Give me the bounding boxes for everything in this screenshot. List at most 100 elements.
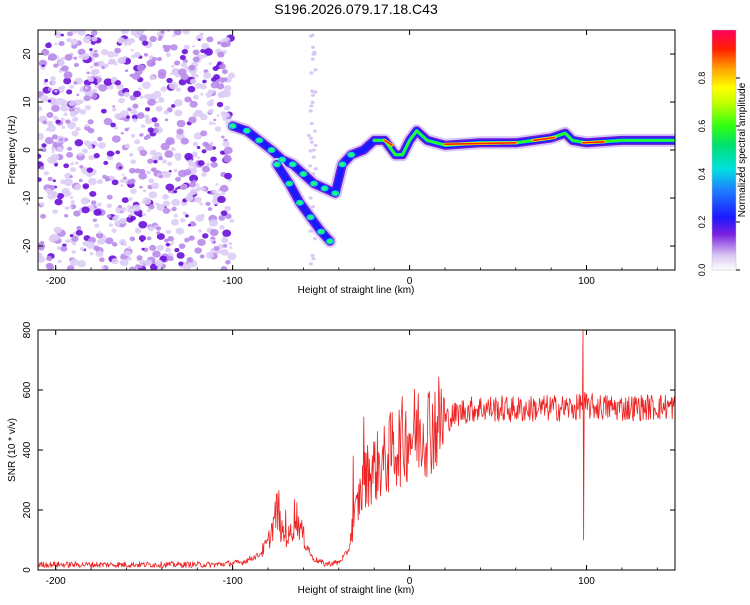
spectrogram-noise-blob — [210, 161, 218, 168]
spectrogram-noise-blob — [47, 53, 58, 61]
spectrogram-noise-blob — [197, 160, 205, 167]
spectrogram-spot-core — [257, 138, 262, 142]
spectrogram-noise-blob — [177, 169, 187, 178]
spectrogram-noise-blob — [149, 244, 157, 251]
spectrogram-noise-blob — [207, 207, 213, 211]
spectrogram-noise-blob — [193, 132, 203, 140]
spectrogram-noise-blob — [129, 73, 134, 78]
spectrogram-noise-blob — [139, 133, 144, 137]
spectrogram-noise-blob — [188, 64, 196, 71]
spectrogram-noise-blob — [79, 165, 84, 169]
spectrogram-noise-blob — [100, 108, 107, 114]
spectrogram-noise-blob — [218, 215, 226, 221]
spectrogram-noise-blob — [195, 186, 202, 192]
spectrogram-noise-blob — [196, 183, 200, 186]
spectrogram-noise-blob — [217, 41, 222, 45]
spectrogram-noise-blob — [131, 114, 139, 120]
spectrogram-noise-blob — [54, 198, 63, 206]
spectrogram-noise-blob — [130, 109, 138, 115]
spectrogram-noise-blob — [114, 113, 123, 120]
spectrogram-spot-core — [290, 162, 295, 166]
spectrogram-noise-blob — [184, 214, 189, 218]
spectrogram-noise-blob — [80, 197, 90, 205]
spectrogram-noise-blob — [97, 74, 102, 79]
spectrogram-noise-blob — [210, 239, 215, 243]
colorbar-ticks: 0.0 0.2 0.4 0.6 0.8 — [697, 72, 740, 277]
spectrogram-noise-blob — [120, 207, 127, 212]
snr-plot-area — [38, 330, 675, 570]
colorbar-tick-label: 0.0 — [697, 264, 707, 277]
spectrogram-noise-blob — [212, 122, 216, 125]
spectrogram-noise-blob — [158, 96, 164, 102]
spectrogram-noise-blob — [126, 115, 130, 119]
spectrogram-noise-blob — [71, 235, 79, 242]
spectrogram-noise-blob — [89, 65, 94, 69]
spectrogram-noise-blob — [70, 167, 77, 173]
spectrogram-noise-blob — [158, 174, 164, 179]
spectrogram-noise-blob — [92, 68, 100, 75]
spectrogram-noise-blob — [143, 52, 149, 57]
spectrogram-noise-blob — [53, 115, 59, 121]
spectrogram-noise-blob — [49, 97, 59, 106]
spectrogram-noise-blob — [188, 235, 195, 241]
spectrogram-noise-blob — [180, 218, 186, 223]
spectrogram-noise-blob — [148, 119, 153, 123]
spectrogram-noise-blob — [61, 187, 70, 195]
spectrogram-noise-blob — [39, 94, 49, 103]
spectrogram-noise-blob — [55, 97, 65, 106]
spectrogram-noise-blob — [145, 134, 152, 139]
spectrogram-noise-blob — [308, 196, 313, 200]
spectrogram-noise-blob — [142, 189, 147, 193]
spectrogram-noise-blob — [130, 48, 134, 52]
spectrogram-noise-blob — [309, 121, 314, 126]
spectrogram-noise-blob — [311, 204, 316, 209]
spectrogram-noise-blob — [179, 184, 187, 191]
spectrogram-noise-blob — [105, 237, 114, 245]
spectrogram-noise-blob — [81, 148, 88, 154]
spectrogram-noise-blob — [139, 185, 143, 189]
spectrogram-noise-blob — [180, 73, 189, 81]
spectrogram-noise-blob — [181, 48, 189, 55]
spectrogram-noise-blob — [210, 228, 219, 237]
spectrogram-noise-blob — [135, 264, 141, 269]
spectrogram-noise-blob — [111, 179, 119, 186]
spectrogram-noise-blob — [308, 149, 313, 153]
spectrogram-noise-blob — [199, 254, 205, 259]
spectrogram-noise-blob — [209, 141, 214, 146]
spectrogram-noise-blob — [216, 101, 224, 108]
spectrogram-noise-blob — [46, 127, 51, 132]
spectrogram-noise-blob — [121, 173, 125, 176]
spectrogram-y-tick-label: 0 — [22, 147, 33, 153]
spectrogram-noise-blob — [192, 56, 200, 63]
spectrogram-spot-core — [333, 191, 338, 195]
spectrogram-noise-blob — [42, 120, 48, 125]
spectrogram-noise-blob — [162, 207, 170, 214]
spectrogram-noise-blob — [178, 78, 187, 86]
spectrogram-x-tick-label: 0 — [407, 276, 413, 287]
spectrogram-noise-blob — [69, 205, 73, 209]
spectrogram-y-tick-label: 10 — [22, 96, 33, 108]
spectrogram-noise-blob — [149, 75, 156, 81]
spectrogram-noise-blob — [167, 256, 174, 262]
spectrogram-noise-blob — [45, 42, 52, 49]
spectrogram-noise-blob — [147, 127, 154, 133]
spectrogram-spot-core — [322, 186, 327, 190]
spectrogram-noise-blob — [82, 183, 90, 189]
spectrogram-noise-blob — [147, 225, 155, 232]
spectrogram-noise-blob — [204, 142, 210, 147]
spectrogram-noise-blob — [208, 121, 214, 125]
spectrogram-noise-blob — [78, 178, 83, 183]
spectrogram-noise-blob — [71, 250, 76, 254]
spectrogram-noise-blob — [310, 57, 315, 61]
spectrogram-noise-blob — [56, 192, 65, 200]
spectrogram-noise-blob — [91, 36, 98, 42]
colorbar-label: Normalized spectral amplitude — [737, 82, 748, 217]
spectrogram-noise-blob — [39, 166, 45, 170]
spectrogram-noise-blob — [97, 136, 103, 142]
spectrogram-noise-blob — [201, 172, 207, 178]
spectrogram-noise-blob — [92, 52, 99, 58]
spectrogram-noise-blob — [182, 211, 187, 215]
spectrogram-noise-blob — [148, 191, 158, 199]
spectrogram-noise-blob — [72, 116, 79, 122]
